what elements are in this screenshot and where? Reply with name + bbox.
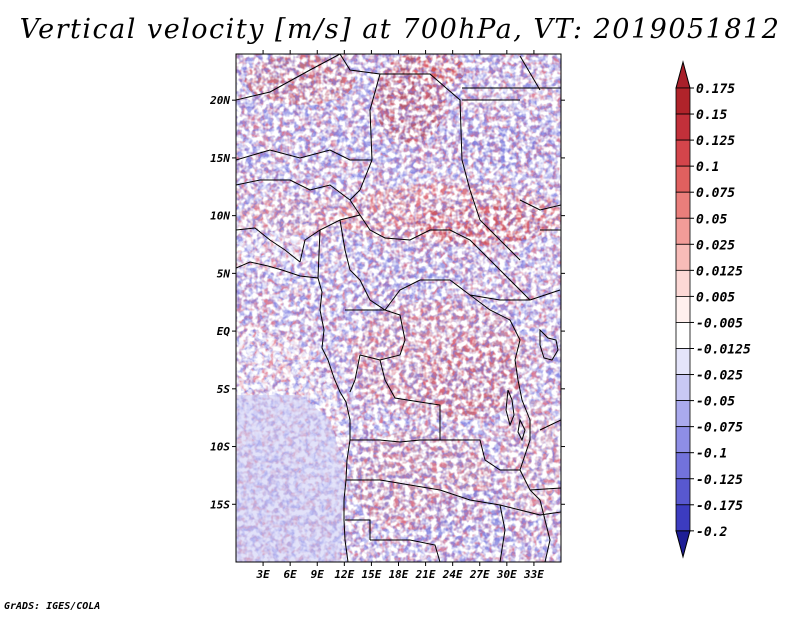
lat-tick-label: 15N — [210, 152, 230, 165]
colorbar-segment — [675, 348, 691, 375]
colorbar-label: -0.075 — [696, 421, 743, 436]
colorbar-label: 0.025 — [696, 238, 735, 253]
velocity-field — [236, 54, 561, 562]
colorbar-label: -0.025 — [696, 369, 743, 384]
colorbar-top-arrow — [675, 60, 691, 89]
lat-tick-label: 5S — [217, 383, 231, 396]
grads-credit: GrADS: IGES/COLA — [4, 601, 101, 612]
colorbar-segment — [675, 217, 691, 245]
colorbar: 0.175 0.15 0.125 0.1 0.075 0.05 0.025 0.0125 0.0… — [675, 60, 751, 559]
lon-tick-label: 21E — [415, 568, 436, 581]
lon-tick-label: 30E — [496, 568, 517, 581]
colorbar-segment — [675, 113, 691, 141]
colorbar-label: 0.1 — [696, 160, 719, 175]
colorbar-label: 0.0125 — [696, 264, 743, 279]
colorbar-segment — [675, 269, 691, 297]
lon-tick-label: 33E — [523, 568, 544, 581]
colorbar-label: 0.05 — [696, 212, 727, 227]
colorbar-segment — [675, 191, 691, 219]
colorbar-label: -0.005 — [696, 316, 743, 331]
country-borders — [236, 54, 561, 562]
lon-tick-label: 6E — [284, 568, 298, 581]
lon-tick-label: 3E — [255, 568, 270, 581]
colorbar-label: 0.075 — [696, 186, 735, 201]
colorbar-label: -0.1 — [696, 447, 727, 462]
lat-tick-label: 5N — [217, 267, 231, 280]
colorbar-segment — [675, 295, 691, 323]
lat-tick-label: 20N — [209, 94, 230, 107]
latitude-axis: 20N 15N 10N 5N EQ 5S 10S 15S — [209, 94, 565, 511]
lon-tick-label: 9E — [311, 568, 325, 581]
lat-tick-label: 10N — [210, 210, 230, 223]
colorbar-label: -0.0125 — [696, 343, 751, 358]
colorbar-segment — [675, 426, 691, 454]
colorbar-label: -0.05 — [696, 395, 735, 410]
lon-tick-label: 12E — [334, 568, 354, 581]
colorbar-segment — [675, 400, 691, 428]
lat-tick-label: 15S — [210, 498, 230, 511]
colorbar-label: 0.175 — [696, 82, 735, 97]
colorbar-segment — [675, 139, 691, 167]
colorbar-label: 0.125 — [696, 134, 735, 149]
colorbar-label: -0.125 — [696, 473, 743, 488]
colorbar-label: -0.2 — [696, 525, 727, 540]
colorbar-bottom-arrow — [675, 530, 691, 559]
lat-tick-label: EQ — [217, 325, 231, 338]
lon-tick-label: 15E — [361, 568, 381, 581]
longitude-axis: 3E 6E 9E 12E 15E 18E 21E 24E 27E 30E 33E — [255, 50, 544, 581]
colorbar-label: 0.005 — [696, 290, 735, 305]
colorbar-segment — [675, 243, 691, 271]
colorbar-segment — [675, 504, 691, 532]
colorbar-label: 0.15 — [696, 108, 727, 123]
lon-tick-label: 18E — [389, 568, 409, 581]
colorbar-segment — [675, 452, 691, 480]
colorbar-segment — [675, 374, 691, 401]
colorbar-segment — [675, 322, 691, 349]
lon-tick-label: 27E — [469, 568, 490, 581]
coastline — [236, 261, 351, 562]
colorbar-segment — [675, 478, 691, 506]
lon-tick-label: 24E — [442, 568, 463, 581]
lat-tick-label: 10S — [210, 441, 230, 454]
chart-title: Vertical velocity [m/s] at 700hPa, VT: 2… — [19, 14, 781, 45]
colorbar-segment — [675, 165, 691, 193]
colorbar-label: -0.175 — [696, 499, 743, 514]
colorbar-segment — [675, 87, 691, 115]
